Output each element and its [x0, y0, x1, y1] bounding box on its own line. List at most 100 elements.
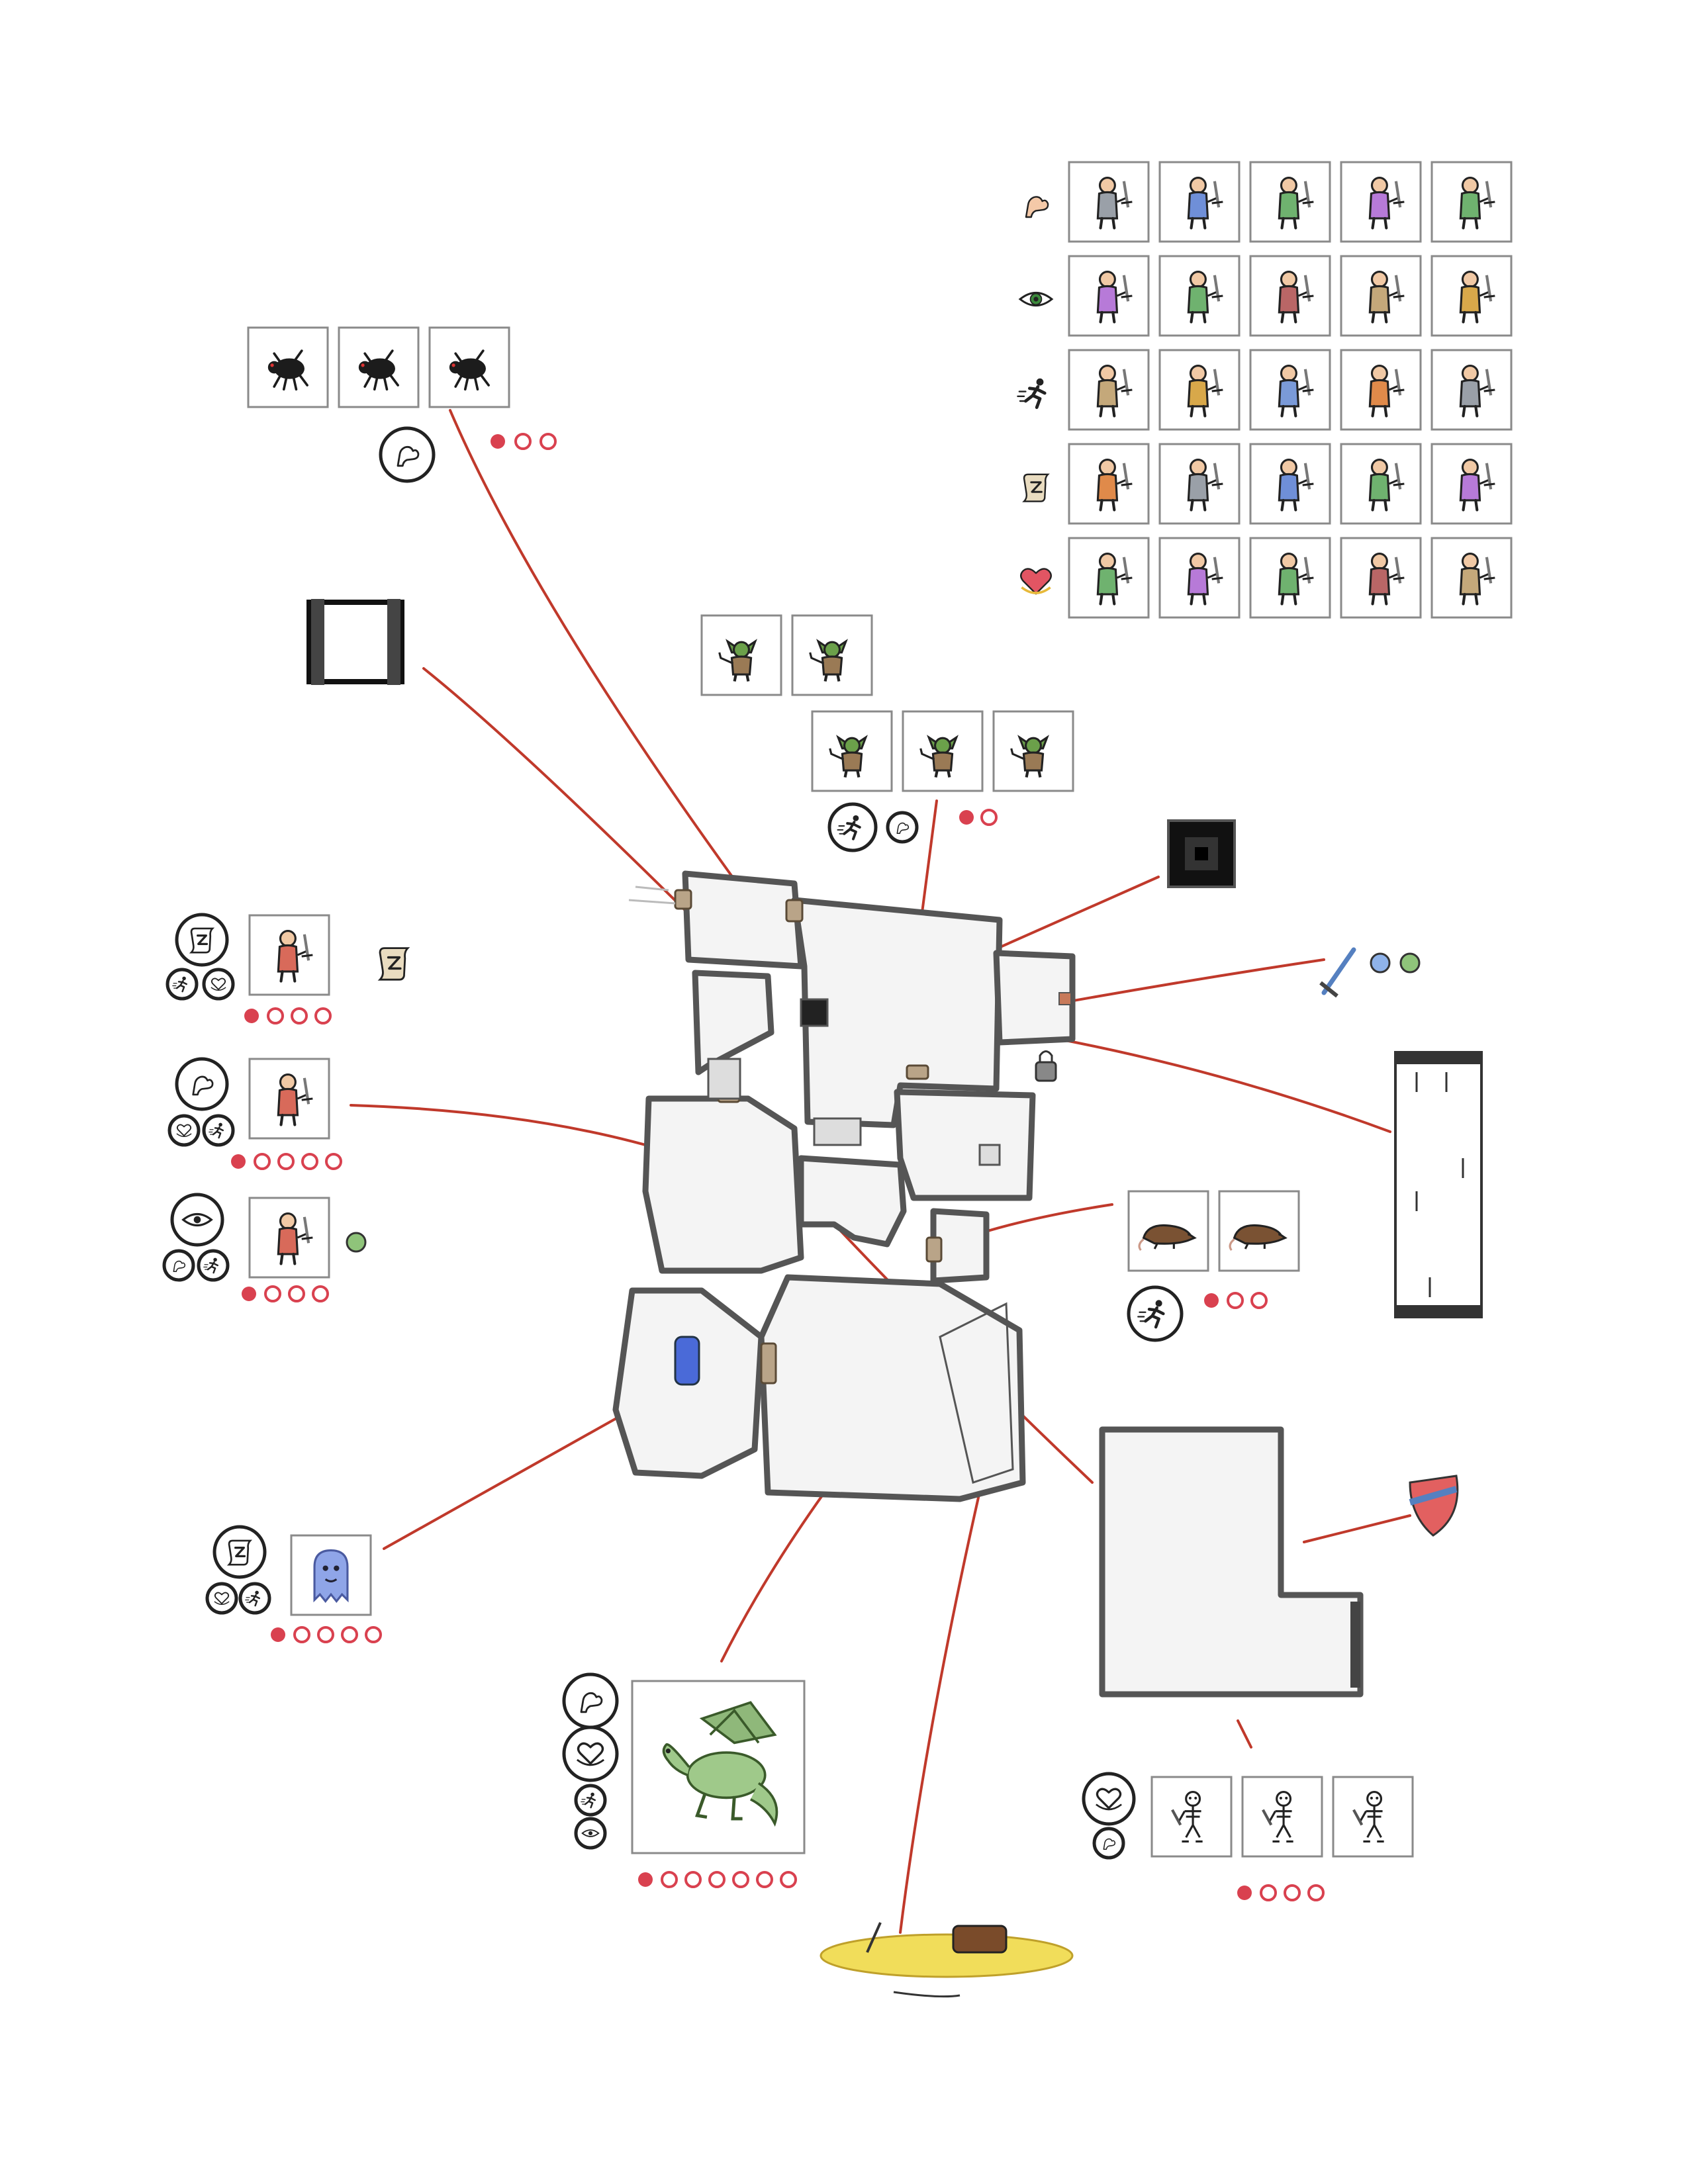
- goblin-monster[interactable]: [902, 710, 984, 792]
- track-pip-empty[interactable]: [1250, 1292, 1268, 1309]
- dungeon-map: [612, 870, 1076, 1502]
- cleric-hero[interactable]: [1249, 537, 1331, 619]
- track-pip-empty[interactable]: [254, 1153, 271, 1170]
- sword-hero[interactable]: [1430, 161, 1513, 243]
- rogue-hero[interactable]: [1249, 349, 1331, 431]
- companion-card[interactable]: [248, 1058, 330, 1140]
- track-pip-filled[interactable]: [638, 1872, 653, 1887]
- track-pip-filled[interactable]: [244, 1009, 259, 1023]
- spider-monster[interactable]: [338, 326, 420, 408]
- encounter-skeletons: [1082, 1772, 1414, 1901]
- rogue-hero[interactable]: [1430, 349, 1513, 431]
- rogue-hero[interactable]: [1340, 349, 1422, 431]
- track-pip-empty[interactable]: [661, 1871, 678, 1888]
- rat-monster[interactable]: [1218, 1190, 1300, 1272]
- cleric-hero[interactable]: [1430, 537, 1513, 619]
- track-pip-empty[interactable]: [1260, 1884, 1277, 1901]
- track-pip-empty[interactable]: [1307, 1884, 1325, 1901]
- track-pip-empty[interactable]: [514, 433, 532, 450]
- axe-hero[interactable]: [1158, 161, 1241, 243]
- wizard-hero[interactable]: [1249, 443, 1331, 525]
- heart-icon: [1019, 567, 1053, 596]
- track-pip-empty[interactable]: [317, 1626, 334, 1643]
- goblin-monster[interactable]: [700, 614, 782, 696]
- track-pip-empty[interactable]: [1227, 1292, 1244, 1309]
- health-track: [1237, 1884, 1325, 1901]
- track-pip-empty[interactable]: [291, 1007, 308, 1024]
- track-pip-empty[interactable]: [684, 1871, 702, 1888]
- crossbow-hero[interactable]: [1340, 255, 1422, 337]
- pit-trap-marker: [800, 998, 829, 1027]
- strength-arm-icon: [175, 1057, 229, 1111]
- track-pip-empty[interactable]: [539, 433, 557, 450]
- track-pip-empty[interactable]: [314, 1007, 332, 1024]
- archer-hero[interactable]: [1249, 255, 1331, 337]
- door: [925, 1236, 943, 1263]
- cleric-hero[interactable]: [1068, 537, 1150, 619]
- track-pip-empty[interactable]: [267, 1007, 284, 1024]
- companion-card[interactable]: [248, 1197, 330, 1279]
- track-pip-empty[interactable]: [756, 1871, 773, 1888]
- track-pip-empty[interactable]: [980, 809, 998, 826]
- track-pip-empty[interactable]: [264, 1285, 281, 1302]
- track-pip-filled[interactable]: [491, 434, 505, 449]
- archer-hero[interactable]: [1068, 255, 1150, 337]
- track-pip-empty[interactable]: [1284, 1884, 1301, 1901]
- track-pip-empty[interactable]: [312, 1285, 329, 1302]
- track-pip-empty[interactable]: [288, 1285, 305, 1302]
- wizard-hero[interactable]: [1068, 443, 1150, 525]
- pit-trap-tile[interactable]: [1167, 819, 1236, 888]
- wizard-hero[interactable]: [1340, 443, 1422, 525]
- agility-runner-icon: [202, 1114, 235, 1147]
- skeleton-monster[interactable]: [1332, 1776, 1414, 1858]
- track-pip-filled[interactable]: [231, 1154, 246, 1169]
- track-pip-empty[interactable]: [732, 1871, 749, 1888]
- sword-hero[interactable]: [1249, 161, 1331, 243]
- warrior-companion: [167, 1057, 342, 1170]
- health-track: [491, 433, 557, 450]
- wizard-hero[interactable]: [1430, 443, 1513, 525]
- track-pip-filled[interactable]: [1204, 1293, 1219, 1308]
- cleric-hero[interactable]: [1158, 537, 1241, 619]
- scroll-item-icon: [379, 946, 409, 981]
- skeleton-monster[interactable]: [1150, 1776, 1233, 1858]
- agility-runner-icon: [197, 1249, 230, 1282]
- cleric-hero[interactable]: [1340, 537, 1422, 619]
- track-pip-empty[interactable]: [365, 1626, 382, 1643]
- strength-arm-icon: [1092, 1827, 1125, 1860]
- wizard-hero[interactable]: [1158, 443, 1241, 525]
- rat-monster[interactable]: [1127, 1190, 1209, 1272]
- dragon-monster[interactable]: [631, 1680, 806, 1854]
- spider-monster[interactable]: [247, 326, 329, 408]
- archer-hero[interactable]: [1430, 255, 1513, 337]
- rogue-hero[interactable]: [1068, 349, 1150, 431]
- trapdoor-tile[interactable]: [306, 599, 404, 685]
- track-pip-empty[interactable]: [293, 1626, 310, 1643]
- track-pip-empty[interactable]: [325, 1153, 342, 1170]
- spider-monster[interactable]: [428, 326, 510, 408]
- knight-hero[interactable]: [1068, 161, 1150, 243]
- shield-loot: [1409, 1475, 1459, 1537]
- track-pip-empty[interactable]: [780, 1871, 797, 1888]
- sword-and-potions-loot: [1319, 947, 1421, 998]
- track-pip-empty[interactable]: [301, 1153, 318, 1170]
- ghost-monster[interactable]: [290, 1534, 372, 1616]
- track-pip-filled[interactable]: [959, 810, 974, 825]
- magic-scroll-icon: [175, 913, 229, 967]
- archer-hero[interactable]: [1158, 255, 1241, 337]
- track-pip-filled[interactable]: [242, 1287, 256, 1301]
- track-pip-empty[interactable]: [708, 1871, 726, 1888]
- bridge: [939, 1302, 1014, 1484]
- track-pip-empty[interactable]: [277, 1153, 295, 1170]
- axe-hero[interactable]: [1340, 161, 1422, 243]
- goblin-monster[interactable]: [992, 710, 1074, 792]
- goblin-monster[interactable]: [811, 710, 893, 792]
- companion-card[interactable]: [248, 914, 330, 996]
- track-pip-filled[interactable]: [1237, 1886, 1252, 1900]
- goblin-monster[interactable]: [791, 614, 873, 696]
- heart-icon: [202, 968, 235, 1001]
- rogue-hero[interactable]: [1158, 349, 1241, 431]
- skeleton-monster[interactable]: [1241, 1776, 1323, 1858]
- track-pip-empty[interactable]: [341, 1626, 358, 1643]
- track-pip-filled[interactable]: [271, 1627, 285, 1642]
